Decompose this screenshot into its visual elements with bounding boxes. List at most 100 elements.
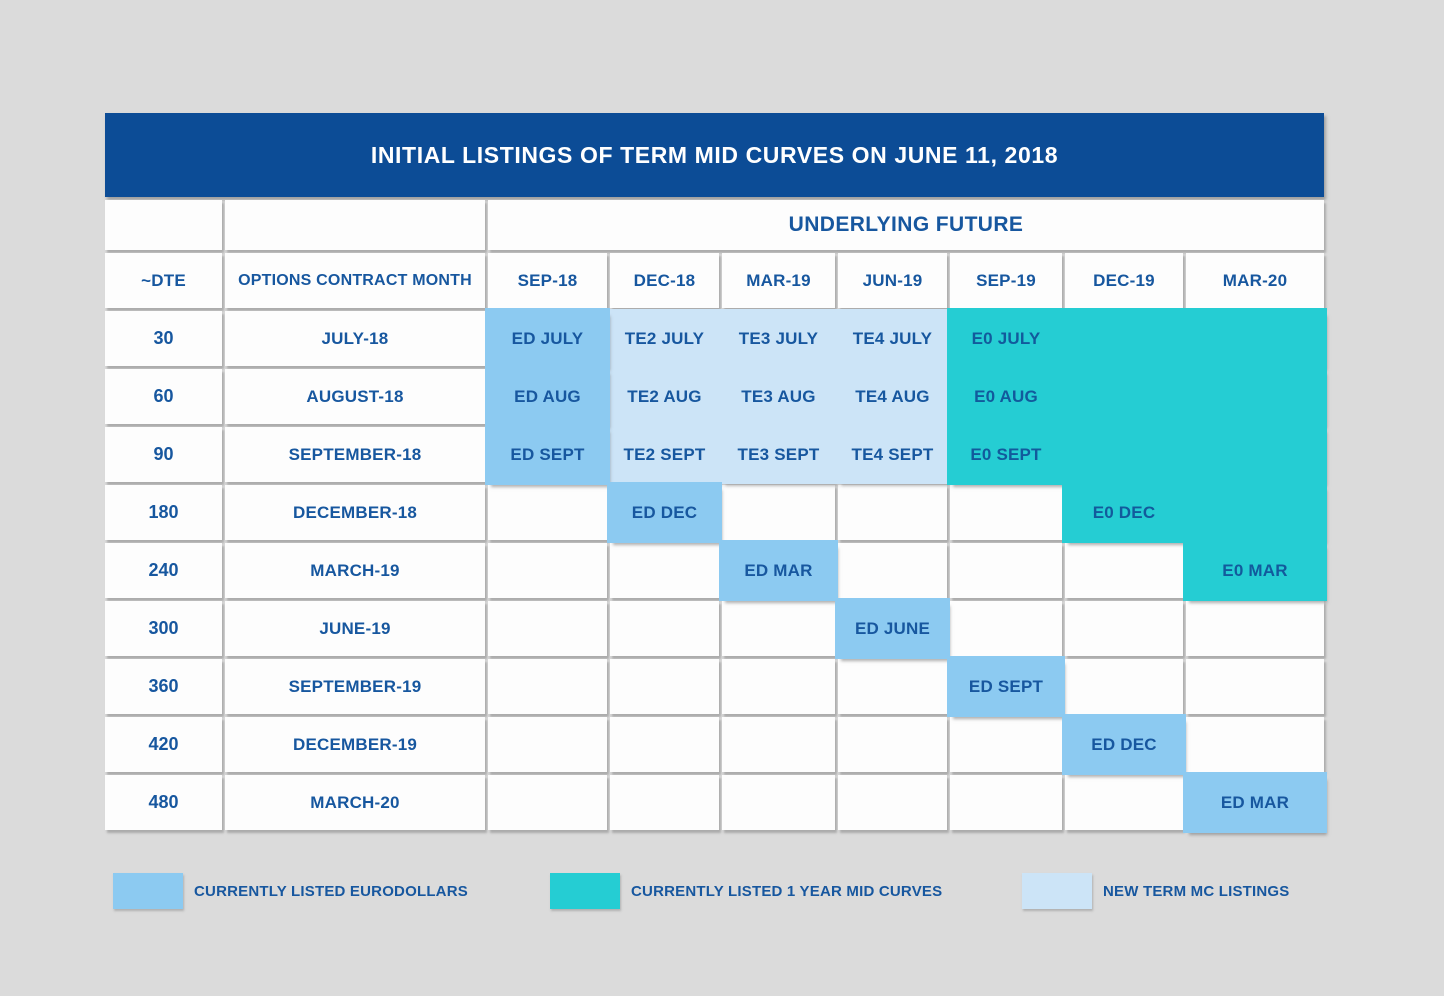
legend-label: NEW TERM MC LISTINGS bbox=[1103, 882, 1290, 900]
column-header: MAR-19 bbox=[722, 253, 835, 308]
legend-item: CURRENTLY LISTED 1 YEAR MID CURVES bbox=[550, 873, 942, 909]
contract-month-cell: SEPTEMBER-18 bbox=[225, 427, 485, 482]
empty-cell bbox=[722, 659, 835, 714]
empty-cell bbox=[610, 543, 719, 598]
legend-item: NEW TERM MC LISTINGS bbox=[1022, 873, 1290, 909]
contract-month-cell: MARCH-19 bbox=[225, 543, 485, 598]
empty-cell bbox=[1065, 659, 1183, 714]
column-header-row: ~DTE OPTIONS CONTRACT MONTH SEP-18 DEC-18 MA… bbox=[105, 253, 1324, 308]
midcurve-fill-cell bbox=[1186, 427, 1324, 482]
column-header: JUN-19 bbox=[838, 253, 947, 308]
contract-cell: E0 SEPT bbox=[950, 427, 1062, 482]
midcurve-fill-cell bbox=[1186, 369, 1324, 424]
legend-swatch-eurodollar bbox=[113, 873, 183, 909]
contract-cell: TE3 JULY bbox=[722, 311, 835, 366]
contract-cell: TE4 SEPT bbox=[838, 427, 947, 482]
table-row: 30 JULY-18 ED JULY TE2 JULY TE3 JULY TE4 JULY… bbox=[105, 311, 1324, 366]
contract-cell: ED MAR bbox=[722, 543, 835, 598]
midcurve-fill-cell bbox=[1065, 311, 1183, 366]
legend-swatch-new_listing bbox=[1022, 873, 1092, 909]
empty-cell bbox=[610, 717, 719, 772]
empty-cell bbox=[1065, 775, 1183, 830]
table-row: 90 SEPTEMBER-18 ED SEPT TE2 SEPT TE3 SEPT TE4… bbox=[105, 427, 1324, 482]
table-title: INITIAL LISTINGS OF TERM MID CURVES ON J… bbox=[105, 113, 1324, 197]
legend-label: CURRENTLY LISTED EURODOLLARS bbox=[194, 882, 468, 900]
contract-month-cell: DECEMBER-18 bbox=[225, 485, 485, 540]
contract-month-cell: DECEMBER-19 bbox=[225, 717, 485, 772]
table-row: 60 AUGUST-18 ED AUG TE2 AUG TE3 AUG TE4 AUG E0… bbox=[105, 369, 1324, 424]
empty-cell bbox=[838, 659, 947, 714]
midcurve-fill-cell bbox=[1186, 485, 1324, 540]
midcurve-fill-cell bbox=[1186, 311, 1324, 366]
empty-cell bbox=[610, 659, 719, 714]
column-header: SEP-18 bbox=[488, 253, 607, 308]
dte-cell: 480 bbox=[105, 775, 222, 830]
empty-cell bbox=[1065, 601, 1183, 656]
underlying-future-row: UNDERLYING FUTURE bbox=[105, 200, 1324, 250]
empty-cell bbox=[950, 485, 1062, 540]
table-row: 300 JUNE-19 ED JUNE bbox=[105, 601, 1324, 656]
column-header: OPTIONS CONTRACT MONTH bbox=[225, 253, 485, 308]
contract-cell: ED MAR bbox=[1186, 775, 1324, 830]
empty-cell bbox=[488, 717, 607, 772]
legend-label: CURRENTLY LISTED 1 YEAR MID CURVES bbox=[631, 882, 943, 900]
column-header: MAR-20 bbox=[1186, 253, 1324, 308]
underlying-future-header: UNDERLYING FUTURE bbox=[488, 200, 1324, 250]
empty-cell bbox=[838, 775, 947, 830]
empty-cell bbox=[950, 717, 1062, 772]
table-row: 360 SEPTEMBER-19 ED SEPT bbox=[105, 659, 1324, 714]
dte-cell: 60 bbox=[105, 369, 222, 424]
empty-cell bbox=[838, 485, 947, 540]
spacer-cell bbox=[225, 200, 485, 250]
column-header: DEC-19 bbox=[1065, 253, 1183, 308]
empty-cell bbox=[488, 659, 607, 714]
table-row: 180 DECEMBER-18 ED DEC E0 DEC bbox=[105, 485, 1324, 540]
contract-cell: TE3 AUG bbox=[722, 369, 835, 424]
listings-table: INITIAL LISTINGS OF TERM MID CURVES ON J… bbox=[105, 113, 1324, 830]
dte-cell: 180 bbox=[105, 485, 222, 540]
contract-cell: ED SEPT bbox=[950, 659, 1062, 714]
midcurve-fill-cell bbox=[1065, 369, 1183, 424]
contract-month-cell: MARCH-20 bbox=[225, 775, 485, 830]
contract-cell: ED AUG bbox=[488, 369, 607, 424]
spacer-cell bbox=[105, 200, 222, 250]
empty-cell bbox=[610, 601, 719, 656]
empty-cell bbox=[838, 717, 947, 772]
contract-cell: ED DEC bbox=[610, 485, 719, 540]
empty-cell bbox=[950, 543, 1062, 598]
contract-cell: E0 JULY bbox=[950, 311, 1062, 366]
contract-cell: ED DEC bbox=[1065, 717, 1183, 772]
empty-cell bbox=[1186, 601, 1324, 656]
empty-cell bbox=[488, 543, 607, 598]
empty-cell bbox=[488, 601, 607, 656]
table-row: 240 MARCH-19 ED MAR E0 MAR bbox=[105, 543, 1324, 598]
legend-swatch-midcurve bbox=[550, 873, 620, 909]
contract-month-cell: SEPTEMBER-19 bbox=[225, 659, 485, 714]
empty-cell bbox=[610, 775, 719, 830]
contract-cell: TE2 JULY bbox=[610, 311, 719, 366]
column-header: SEP-19 bbox=[950, 253, 1062, 308]
contract-cell: ED SEPT bbox=[488, 427, 607, 482]
contract-month-cell: JULY-18 bbox=[225, 311, 485, 366]
dte-cell: 30 bbox=[105, 311, 222, 366]
empty-cell bbox=[1065, 543, 1183, 598]
table-row: 480 MARCH-20 ED MAR bbox=[105, 775, 1324, 830]
table-row: 420 DECEMBER-19 ED DEC bbox=[105, 717, 1324, 772]
contract-cell: E0 AUG bbox=[950, 369, 1062, 424]
empty-cell bbox=[950, 601, 1062, 656]
contract-cell: TE4 JULY bbox=[838, 311, 947, 366]
empty-cell bbox=[950, 775, 1062, 830]
empty-cell bbox=[722, 485, 835, 540]
empty-cell bbox=[488, 775, 607, 830]
contract-cell: E0 MAR bbox=[1186, 543, 1324, 598]
legend-item: CURRENTLY LISTED EURODOLLARS bbox=[113, 873, 468, 909]
dte-cell: 360 bbox=[105, 659, 222, 714]
contract-cell: TE2 AUG bbox=[610, 369, 719, 424]
contract-cell: TE4 AUG bbox=[838, 369, 947, 424]
column-header: DEC-18 bbox=[610, 253, 719, 308]
empty-cell bbox=[722, 775, 835, 830]
contract-cell: ED JUNE bbox=[838, 601, 947, 656]
dte-cell: 90 bbox=[105, 427, 222, 482]
dte-cell: 300 bbox=[105, 601, 222, 656]
